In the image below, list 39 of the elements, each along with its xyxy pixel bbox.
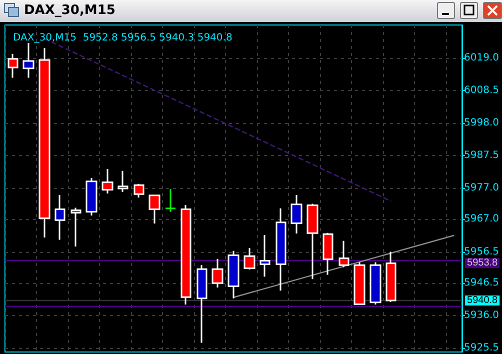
candlestick (244, 247, 256, 270)
candlestick (164, 188, 176, 213)
candlestick (196, 264, 208, 344)
candlestick (54, 194, 66, 240)
ref-line-label: 5940.8 (467, 295, 498, 306)
y-tick-label: 5967.0 (464, 214, 500, 225)
y-tick-label: 5987.5 (464, 150, 500, 162)
y-tick-label: 6008.5 (464, 84, 500, 96)
candlestick (370, 262, 382, 306)
candlestick (386, 251, 396, 303)
text: DAX_30,M15 5952.8 5956.5 5940.3 5940.8 (13, 32, 232, 44)
candlestick (306, 202, 318, 280)
candlestick (276, 208, 286, 292)
candlestick (134, 183, 144, 198)
y-tick-label: 5936.0 (464, 310, 500, 321)
y-tick-label: 6019.0 (464, 52, 500, 64)
candlestick (86, 177, 98, 216)
y-tick-label: 5946.5 (464, 277, 500, 288)
candlestick (290, 194, 302, 234)
ref-line-label: 5953.8 (467, 258, 498, 269)
candlestick (70, 206, 82, 248)
candlestick (338, 240, 350, 268)
y-tick-label: 5977.0 (464, 182, 500, 194)
y-tick-label: 5925.5 (464, 342, 500, 354)
candlestick (260, 234, 270, 278)
chart-title: DAX_30,M15 (24, 3, 116, 18)
candlestick (228, 250, 240, 300)
y-tick-label: 5956.5 (464, 246, 500, 258)
candlestick (180, 204, 192, 306)
y-tick-label: 5998.0 (464, 118, 500, 129)
candlestick (22, 42, 34, 78)
candlestick (322, 232, 334, 276)
candlestick (212, 258, 224, 288)
candlestick (38, 47, 50, 238)
candlestick (102, 168, 114, 194)
candlestick (118, 170, 128, 193)
candlestick (148, 194, 160, 224)
candlestick (354, 262, 366, 305)
candlestick (8, 53, 18, 78)
